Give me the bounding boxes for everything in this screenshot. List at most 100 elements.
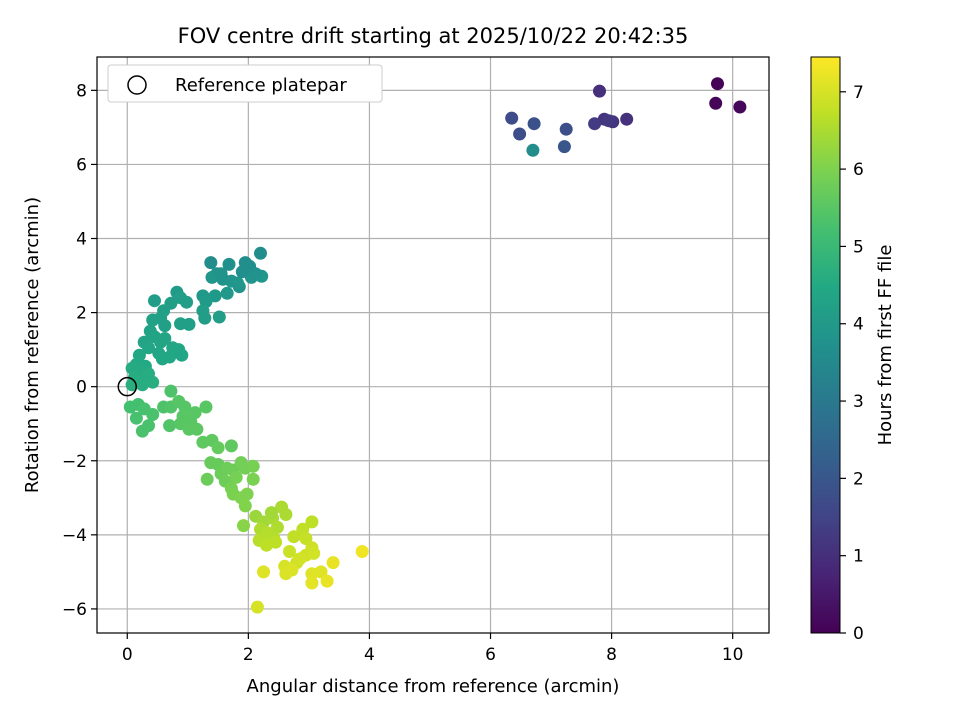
data-point (158, 319, 172, 333)
data-point (709, 96, 723, 110)
y-tick-label: 2 (76, 304, 87, 324)
data-point (182, 317, 196, 331)
data-point (279, 508, 293, 521)
data-point (733, 100, 747, 114)
y-tick-label: 4 (76, 230, 87, 250)
data-point (270, 520, 284, 534)
data-point (199, 400, 213, 414)
x-tick-label: 0 (122, 645, 133, 665)
data-point (305, 515, 319, 529)
colorbar-tick-label: 5 (853, 237, 864, 257)
reference-point (117, 376, 138, 397)
data-point (135, 378, 149, 392)
data-point (148, 294, 161, 308)
data-point (285, 563, 299, 577)
y-axis-label: Rotation from reference (arcmin) (22, 197, 43, 493)
data-point (314, 565, 328, 579)
x-tick-label: 8 (606, 645, 617, 665)
legend-marker-icon (127, 75, 147, 95)
data-point (257, 565, 270, 579)
colorbar-gradient (810, 56, 841, 634)
colorbar: 0 1 2 3 4 5 6 7 Hours from first FF file (810, 56, 896, 644)
data-point (142, 419, 155, 433)
legend: Reference platepar (107, 64, 383, 103)
x-tick-label: 6 (485, 645, 496, 665)
plot-frame (96, 56, 770, 634)
x-tick-label: 10 (722, 645, 744, 665)
data-point (513, 127, 527, 141)
data-point (238, 499, 252, 513)
data-point (211, 441, 225, 455)
data-point (224, 439, 238, 453)
data-point (526, 143, 540, 157)
data-point (299, 532, 313, 545)
data-point (355, 545, 369, 558)
legend-box (107, 64, 383, 103)
data-point (142, 367, 155, 381)
data-point (711, 77, 724, 91)
data-point (235, 265, 249, 279)
data-point (305, 576, 319, 590)
x-axis-label: Angular distance from reference (arcmin) (247, 676, 620, 697)
grid (97, 57, 769, 633)
y-tick-label: −4 (62, 526, 87, 546)
data-point (249, 267, 263, 281)
data-point (283, 545, 296, 558)
data-point (204, 256, 218, 270)
data-point (237, 519, 250, 533)
data-point (505, 111, 519, 125)
data-point (559, 122, 573, 136)
data-point (180, 295, 194, 309)
data-point (557, 140, 571, 154)
data-point (264, 506, 278, 520)
data-point (129, 411, 143, 425)
data-point (229, 470, 243, 484)
x-axis-ticks: 0 2 4 6 8 10 (122, 633, 744, 665)
data-point (307, 546, 321, 560)
colorbar-tick-label: 6 (853, 160, 864, 180)
y-axis-ticks: −6 −4 −2 0 2 4 6 8 (62, 81, 97, 620)
data-point (287, 530, 301, 544)
colorbar-ticks: 0 1 2 3 4 5 6 7 (840, 83, 864, 644)
y-tick-label: 0 (76, 378, 87, 398)
data-point (212, 310, 226, 324)
colorbar-tick-label: 0 (853, 624, 864, 644)
data-point (175, 348, 189, 362)
data-point (164, 384, 178, 398)
data-point (182, 422, 196, 436)
data-point (246, 472, 260, 486)
data-point (163, 419, 177, 433)
colorbar-tick-label: 1 (853, 547, 864, 567)
y-tick-label: 6 (76, 155, 87, 175)
data-points (123, 77, 747, 614)
data-point (269, 535, 283, 549)
x-tick-label: 4 (364, 645, 375, 665)
y-tick-label: 8 (76, 81, 87, 101)
data-point (620, 112, 634, 126)
data-point (222, 257, 236, 271)
x-tick-label: 2 (243, 645, 254, 665)
y-tick-label: −6 (62, 600, 87, 620)
data-point (593, 84, 606, 98)
data-point (602, 114, 616, 128)
data-point (142, 341, 155, 355)
data-point (320, 574, 334, 588)
colorbar-tick-label: 7 (853, 83, 864, 103)
data-point (158, 332, 172, 345)
y-tick-label: −2 (62, 452, 87, 472)
data-point (146, 408, 160, 421)
data-point (527, 117, 541, 131)
data-point (220, 286, 234, 300)
data-point (246, 459, 260, 473)
colorbar-label: Hours from first FF file (875, 245, 896, 446)
data-point (250, 600, 264, 614)
colorbar-tick-label: 4 (853, 315, 864, 335)
data-point (188, 406, 202, 420)
colorbar-tick-label: 2 (853, 469, 864, 489)
data-point (588, 117, 602, 131)
data-point (163, 350, 177, 364)
chart-title: FOV centre drift starting at 2025/10/22 … (178, 24, 689, 48)
data-point (231, 276, 244, 290)
data-point (146, 313, 160, 327)
